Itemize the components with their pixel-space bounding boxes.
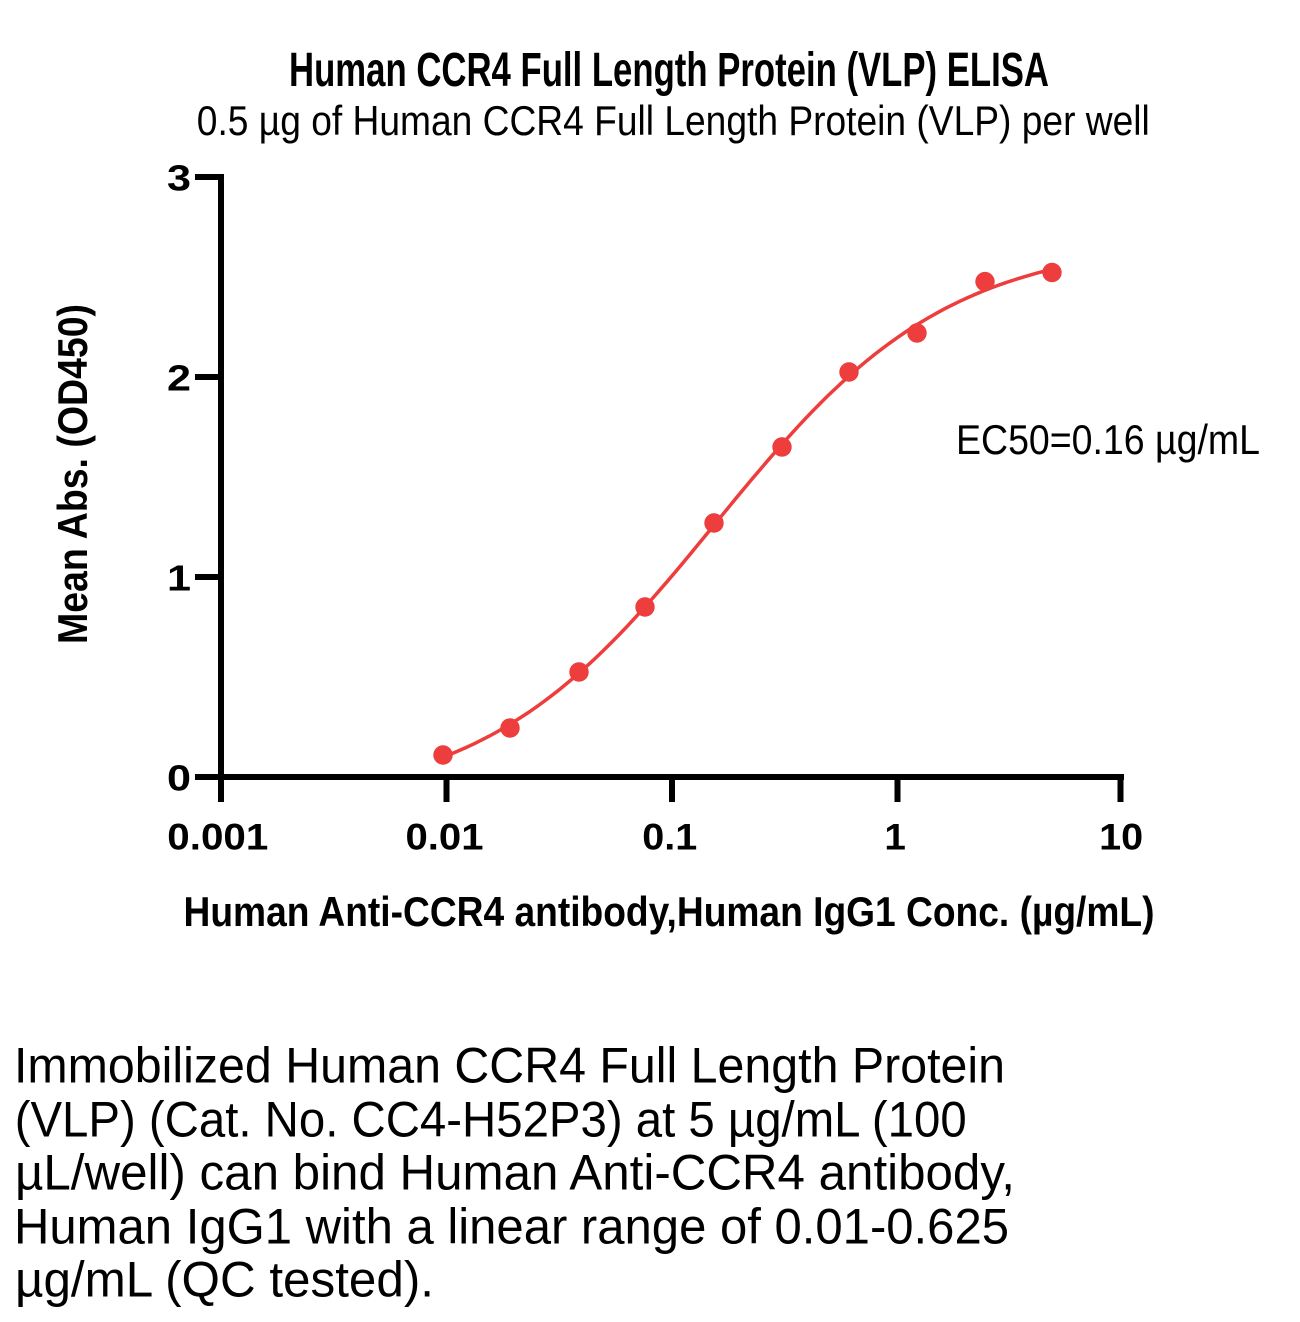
svg-text:1: 1 [884,817,906,858]
svg-text:EC50=0.16 µg/mL: EC50=0.16 µg/mL [956,416,1260,463]
svg-text:0.5 µg of Human CCR4 Full Leng: 0.5 µg of Human CCR4 Full Length Protein… [197,97,1150,144]
svg-text:Mean Abs. (OD450): Mean Abs. (OD450) [49,304,96,644]
svg-text:10: 10 [1099,817,1143,858]
svg-text:Human Anti-CCR4 antibody,Human: Human Anti-CCR4 antibody,Human IgG1 Conc… [184,888,1155,935]
svg-text:µL/well) can bind Human Anti-C: µL/well) can bind Human Anti-CCR4 antibo… [15,1145,1015,1201]
svg-text:µg/mL (QC tested).: µg/mL (QC tested). [15,1252,434,1308]
svg-text:2: 2 [167,358,191,399]
svg-text:1: 1 [167,558,191,599]
svg-text:0.01: 0.01 [406,817,484,858]
svg-text:Immobilized Human CCR4 Full Le: Immobilized Human CCR4 Full Length Prote… [14,1038,1005,1094]
svg-text:0.1: 0.1 [642,817,697,858]
svg-text:0: 0 [167,758,191,799]
svg-text:3: 3 [167,158,191,199]
svg-text:(VLP) (Cat. No. CC4-H52P3) at: (VLP) (Cat. No. CC4-H52P3) at 5 µg/mL (1… [15,1092,967,1148]
svg-text:Human CCR4 Full Length Protein: Human CCR4 Full Length Protein (VLP) ELI… [289,44,1049,97]
svg-text:0.001: 0.001 [167,817,268,858]
svg-text:Human IgG1 with a linear range: Human IgG1 with a linear range of 0.01-0… [14,1199,1009,1255]
